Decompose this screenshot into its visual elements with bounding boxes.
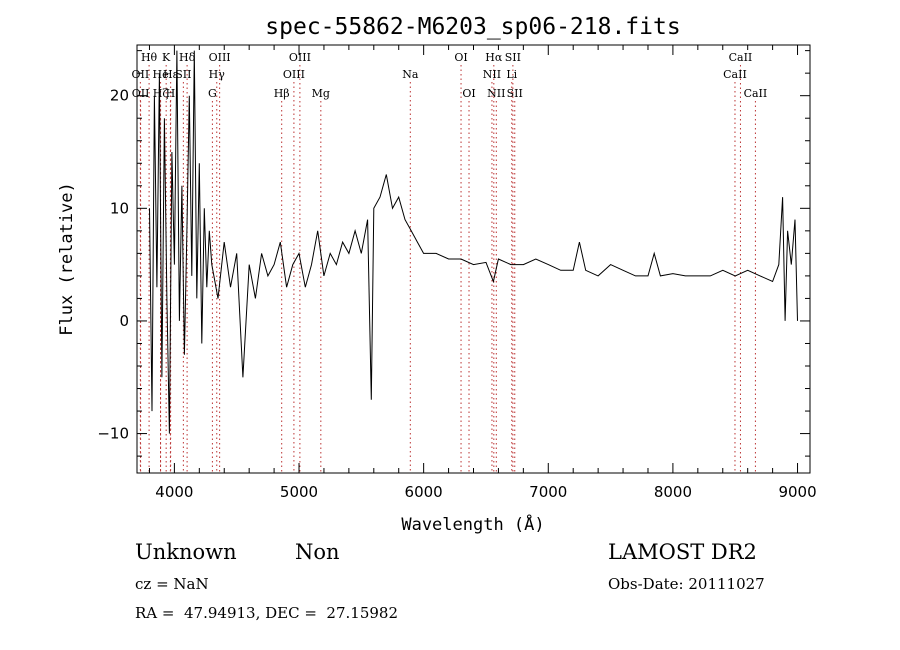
object-subclass: Non <box>295 540 340 564</box>
line-marker-label: OIII <box>289 51 311 64</box>
line-marker-label: NII <box>483 68 501 81</box>
line-marker-label: CaII <box>723 68 747 81</box>
y-tick-label: 0 <box>119 312 129 330</box>
line-marker-label: Na <box>402 68 419 81</box>
x-tick-label: 5000 <box>280 483 318 501</box>
y-axis-ticks: −10 0 10 20 <box>97 50 810 457</box>
line-marker-label: He <box>153 68 169 81</box>
x-axis-label: Wavelength (Å) <box>401 513 544 535</box>
line-marker-label: Hα <box>485 51 503 64</box>
emission-line-markers <box>139 65 756 473</box>
survey-name: LAMOST DR2 <box>608 540 757 564</box>
line-marker-label: OIII <box>209 51 231 64</box>
line-marker-label: CaII <box>729 51 753 64</box>
line-marker-label: OI <box>454 51 467 64</box>
object-class: Unknown <box>135 540 237 564</box>
flux-series-line <box>149 50 798 434</box>
y-tick-label: 10 <box>110 199 129 217</box>
line-marker-label: OIII <box>283 68 305 81</box>
y-axis-label: Flux (relative) <box>57 182 77 336</box>
x-tick-label: 4000 <box>155 483 193 501</box>
line-marker-label: OII <box>132 87 150 100</box>
line-marker-label: Hγ <box>209 68 226 81</box>
line-marker-label: OI <box>462 87 475 100</box>
observation-date: Obs-Date: 20111027 <box>608 575 765 593</box>
line-marker-label: Hθ <box>141 51 158 64</box>
line-marker-label: K <box>162 51 171 64</box>
line-marker-label: G <box>208 87 217 100</box>
line-marker-label: H <box>166 87 176 100</box>
line-marker-label: Hδ <box>179 51 196 64</box>
line-marker-label: OII <box>132 68 150 81</box>
x-tick-label: 9000 <box>778 483 816 501</box>
line-marker-label: CaII <box>744 87 768 100</box>
line-marker-label: NII <box>487 87 505 100</box>
x-axis-ticks: 4000 5000 6000 7000 8000 9000 <box>148 45 817 501</box>
y-tick-label: 20 <box>110 87 129 105</box>
sky-coordinates: RA = 47.94913, DEC = 27.15982 <box>135 604 399 622</box>
chart-title: spec-55862-M6203_sp06-218.fits <box>265 14 680 40</box>
line-marker-label: Hβ <box>274 87 290 100</box>
x-tick-label: 8000 <box>654 483 692 501</box>
line-marker-label: Mg <box>312 87 330 100</box>
line-marker-label: SII <box>175 68 191 81</box>
y-tick-label: −10 <box>97 425 129 443</box>
line-marker-label: SII <box>505 51 521 64</box>
line-marker-label: Hζ <box>153 87 169 100</box>
x-tick-label: 6000 <box>405 483 443 501</box>
line-marker-label: Li <box>506 68 517 81</box>
redshift-cz: cz = NaN <box>135 575 209 593</box>
line-marker-label: Hε <box>163 68 179 81</box>
plot-frame <box>136 44 811 474</box>
x-tick-label: 7000 <box>529 483 567 501</box>
line-marker-label: SII <box>507 87 523 100</box>
